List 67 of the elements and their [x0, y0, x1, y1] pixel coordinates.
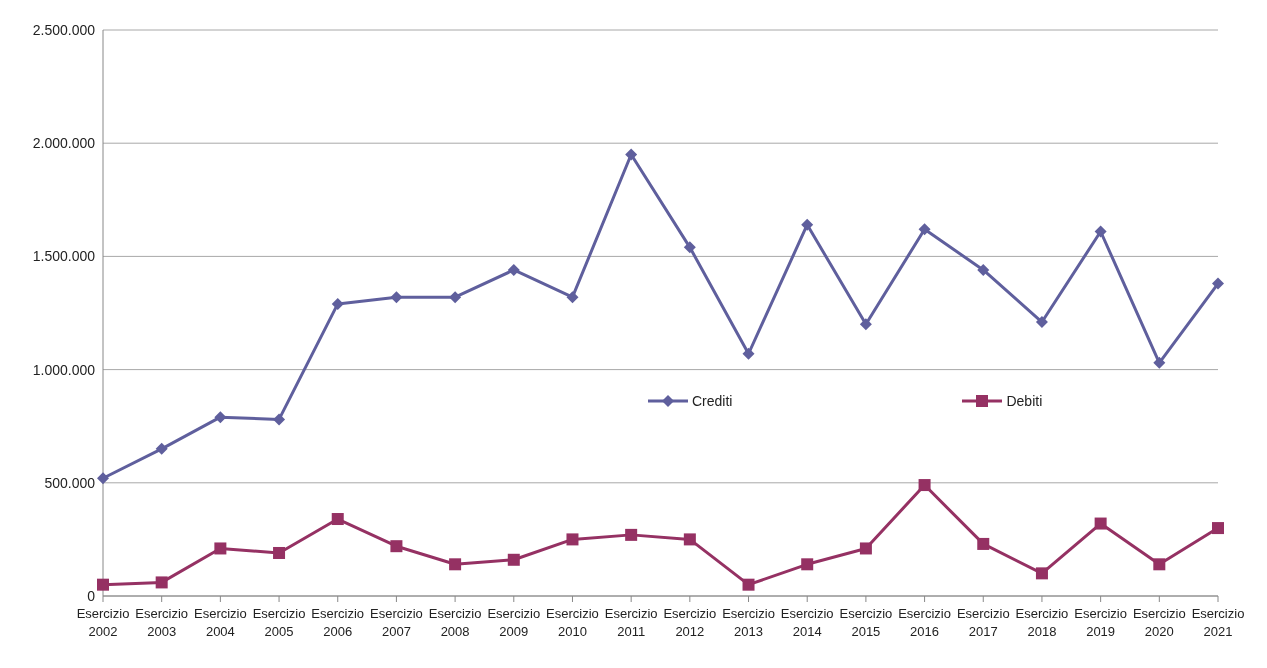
point — [801, 558, 814, 571]
x-tick-label: Esercizio 2009 — [487, 606, 541, 639]
x-tick-label: Esercizio 2008 — [428, 606, 482, 639]
y-tick-label: 0 — [87, 587, 96, 604]
point — [683, 241, 696, 254]
x-tick-label: Esercizio 2020 — [1132, 606, 1186, 639]
x-tick-label: Esercizio 2016 — [898, 606, 951, 639]
point — [801, 218, 814, 231]
point — [507, 553, 520, 566]
point — [859, 542, 872, 555]
x-tick-label: Esercizio 2018 — [1015, 606, 1069, 639]
x-tick-label: Esercizio 2019 — [1074, 606, 1128, 639]
y-tick-label: 1.500.000 — [32, 248, 96, 265]
x-tick-label: Esercizio 2003 — [135, 606, 189, 639]
point — [155, 442, 168, 455]
point — [97, 578, 109, 591]
x-tick-label: Esercizio 2012 — [663, 606, 717, 639]
x-tick-label: Esercizio 2006 — [311, 606, 365, 639]
y-tick-label: 2.500.000 — [32, 21, 96, 38]
y-tick-label: 2.000.000 — [32, 135, 96, 152]
y-tick-label: 500.000 — [44, 474, 96, 491]
x-tick-label: Esercizio 2021 — [1191, 606, 1245, 639]
point — [742, 347, 755, 360]
point — [507, 263, 520, 276]
point — [1035, 316, 1048, 329]
point — [449, 291, 462, 304]
legend-label: Debiti — [1006, 393, 1043, 409]
point — [449, 558, 462, 571]
point — [1153, 356, 1166, 369]
point — [742, 578, 755, 591]
point — [273, 546, 286, 559]
point — [683, 533, 696, 546]
x-tick-label: Esercizio 2013 — [722, 606, 775, 639]
point — [1212, 522, 1224, 535]
point — [214, 542, 227, 555]
x-tick-label: Esercizio 2011 — [604, 606, 658, 639]
point — [625, 528, 638, 541]
point — [566, 291, 579, 304]
point — [625, 148, 638, 161]
x-tick-label: Esercizio 2002 — [76, 606, 130, 639]
x-tick-label: Esercizio 2004 — [193, 606, 247, 639]
point — [390, 291, 403, 304]
point — [97, 472, 109, 485]
point — [977, 537, 990, 550]
x-tick-label: Esercizio 2005 — [252, 606, 306, 639]
point — [273, 413, 286, 426]
point — [1094, 225, 1107, 238]
point — [155, 576, 168, 589]
x-tick-label: Esercizio 2010 — [546, 606, 599, 639]
point — [918, 479, 931, 492]
x-tick-label: Esercizio 2014 — [780, 606, 834, 639]
x-tick-label: Esercizio 2015 — [839, 606, 893, 639]
x-tick-label: Esercizio 2017 — [956, 606, 1010, 639]
point — [1153, 558, 1166, 571]
point — [331, 513, 344, 526]
point — [331, 297, 344, 310]
point — [1094, 517, 1107, 530]
point — [390, 540, 403, 553]
point — [977, 263, 990, 276]
point — [1035, 567, 1048, 580]
point — [918, 223, 931, 236]
point — [859, 318, 872, 331]
y-tick-label: 1.000.000 — [32, 361, 96, 378]
point — [1212, 277, 1224, 290]
legend-label: Crediti — [692, 393, 733, 409]
x-tick-label: Esercizio 2007 — [370, 606, 423, 639]
point — [566, 533, 579, 546]
